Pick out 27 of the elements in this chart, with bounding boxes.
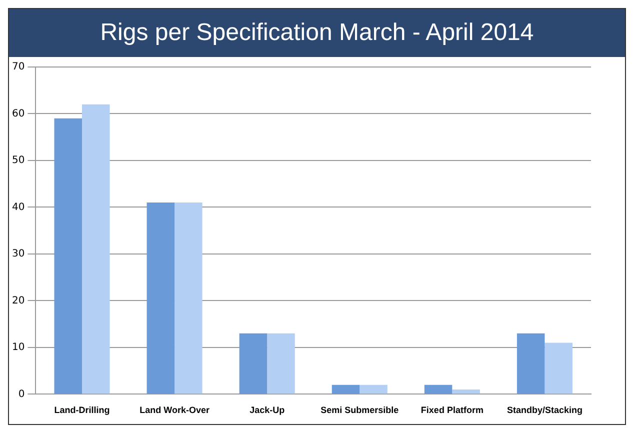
y-tick-label: 50	[12, 155, 25, 166]
bar	[332, 384, 360, 394]
x-tick-label: Standby/Stacking	[506, 405, 582, 416]
y-tick-label: 70	[12, 62, 25, 73]
y-tick-label: 30	[12, 248, 25, 260]
chart-title: Rigs per Specification March - April 2014	[9, 9, 625, 57]
bar	[424, 384, 452, 394]
bar	[267, 333, 295, 394]
bar	[174, 202, 202, 394]
x-tick-label: Jack-Up	[250, 405, 286, 416]
bar	[544, 342, 572, 394]
bar	[54, 118, 82, 394]
y-tick-label: 0	[18, 388, 25, 400]
bar	[82, 104, 110, 394]
bar	[360, 384, 388, 394]
y-tick-label: 40	[12, 202, 25, 213]
y-tick-label: 60	[12, 108, 25, 120]
y-tick-label: 20	[12, 295, 25, 306]
x-tick-label: Semi Submersible	[320, 405, 399, 416]
bar	[516, 333, 545, 394]
x-tick-label: Land Work-Over	[140, 405, 210, 416]
bar	[146, 202, 175, 394]
y-tick-label: 10	[12, 342, 25, 354]
bar	[239, 333, 268, 394]
x-tick-label: Land-Drilling	[54, 405, 110, 416]
x-tick-label: Fixed Platform	[420, 405, 484, 416]
bar	[452, 390, 480, 394]
